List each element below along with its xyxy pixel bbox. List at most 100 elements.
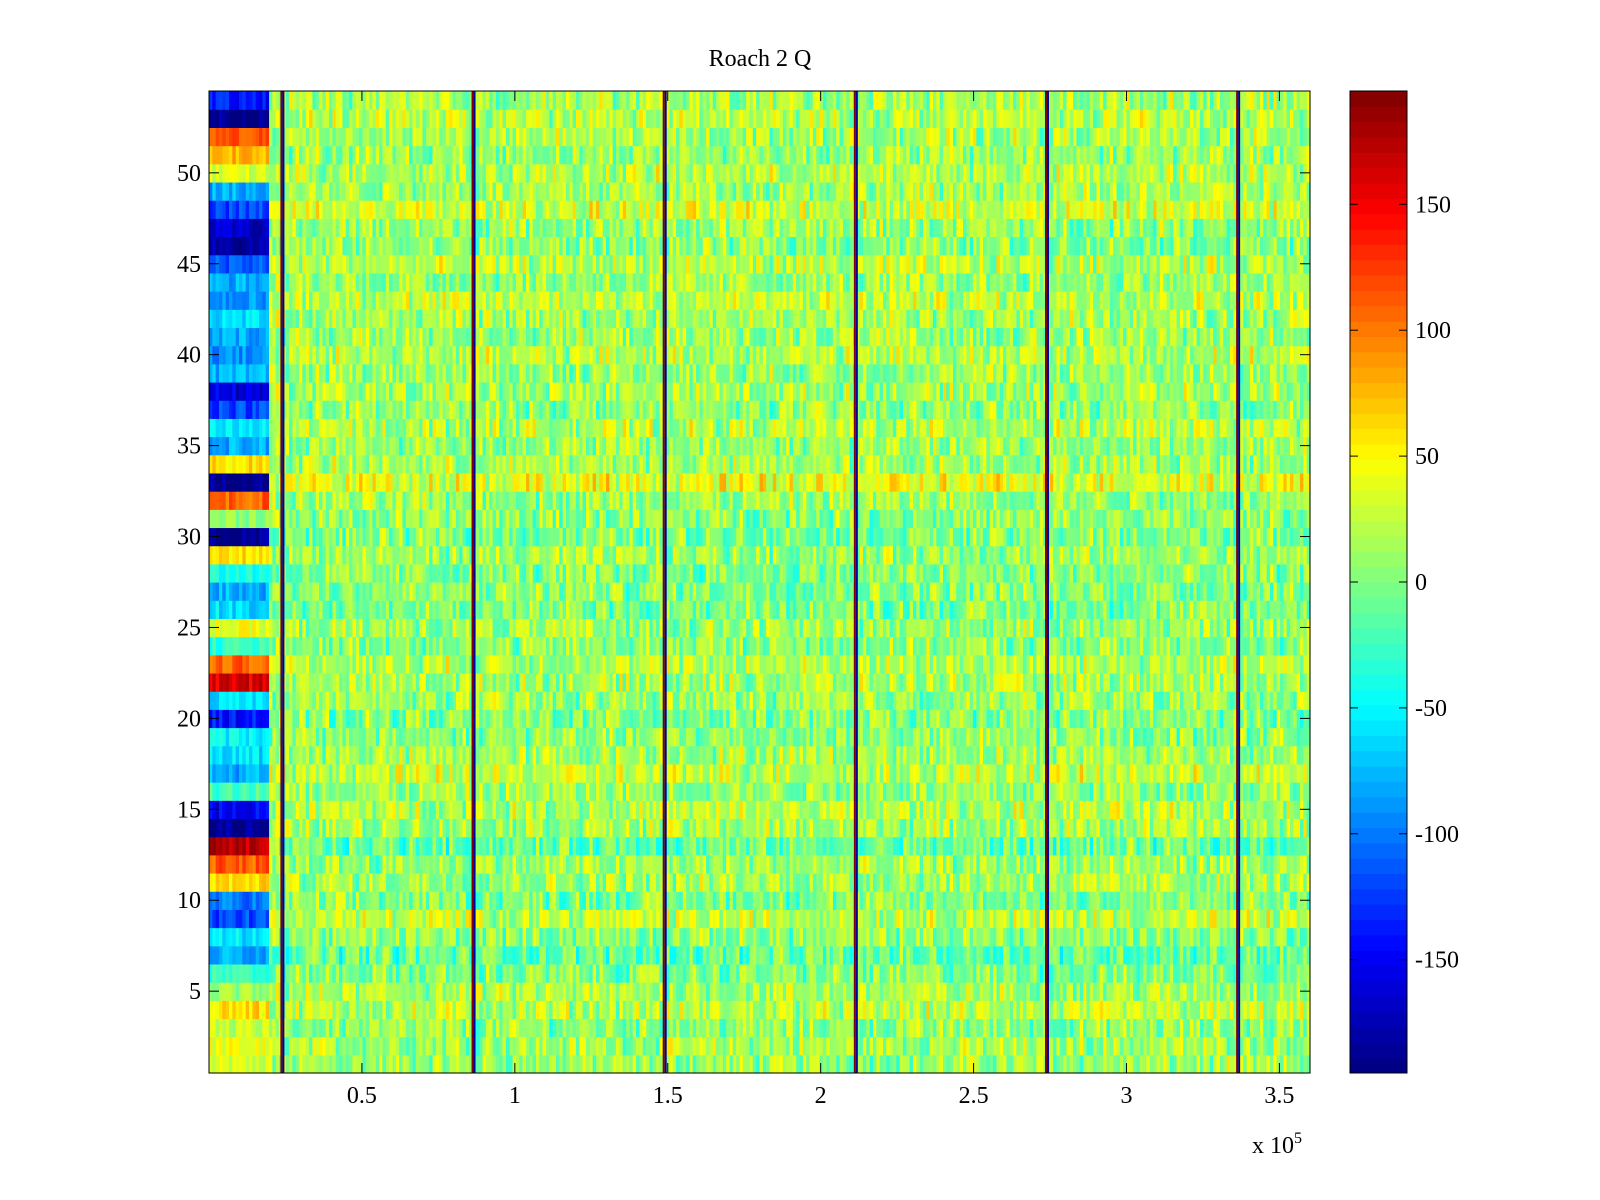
heatmap-cell	[212, 1018, 217, 1038]
heatmap-cell	[1186, 1054, 1191, 1074]
heatmap-cell	[586, 1018, 590, 1038]
heatmap-cell	[729, 1000, 734, 1020]
heatmap-cell	[979, 1000, 984, 1020]
heatmap-cell	[602, 1018, 607, 1038]
heatmap-cell	[1299, 1054, 1304, 1074]
heatmap-cell	[325, 1036, 330, 1056]
heatmap-cell	[305, 1054, 310, 1074]
heatmap-cell	[936, 1000, 941, 1020]
heatmap-cell	[419, 1036, 424, 1056]
heatmap-cell	[269, 982, 273, 1001]
heatmap-cell	[836, 1054, 841, 1074]
heatmap-cell	[345, 1054, 350, 1074]
heatmap-cell	[776, 1054, 781, 1074]
heatmap-cell	[839, 1018, 844, 1038]
heatmap-cell	[1189, 1000, 1194, 1020]
heatmap-cell	[275, 1036, 280, 1056]
heatmap-cell	[452, 1000, 457, 1020]
heatmap-cell	[739, 1036, 744, 1056]
heatmap-cell	[676, 1036, 681, 1056]
heatmap-cell	[315, 1018, 320, 1038]
heatmap-cell	[1299, 1018, 1304, 1038]
heatmap-cell	[289, 1054, 294, 1074]
heatmap-cell	[766, 1000, 771, 1020]
heatmap-cell	[1049, 1036, 1054, 1056]
heatmap-cell	[489, 1000, 494, 1020]
heatmap-cell	[1246, 1054, 1251, 1074]
heatmap-cell	[632, 1054, 637, 1074]
heatmap-cell	[1076, 1018, 1081, 1038]
heatmap-cell	[736, 1036, 741, 1056]
heatmap-cell	[642, 1018, 647, 1038]
heatmap-cell	[1123, 1000, 1128, 1020]
heatmap-cell	[596, 1054, 600, 1074]
heatmap-cell	[222, 1018, 227, 1038]
heatmap-cell	[846, 1000, 851, 1020]
heatmap-cell	[332, 1018, 337, 1038]
heatmap-cell	[465, 1036, 470, 1056]
heatmap-cell	[666, 1018, 671, 1038]
heatmap-cell	[682, 1054, 687, 1074]
heatmap-cell	[806, 1036, 811, 1056]
heatmap-cell	[886, 1054, 891, 1074]
heatmap-cell	[215, 1054, 220, 1074]
heatmap-cell	[292, 982, 297, 1001]
heatmap-cell	[1033, 1054, 1038, 1074]
heatmap-cell	[429, 1036, 434, 1056]
heatmap-cell	[239, 1000, 243, 1020]
heatmap-cell	[1083, 1036, 1088, 1056]
heatmap-cell	[766, 1036, 771, 1056]
heatmap-cell	[656, 1018, 661, 1038]
heatmap-cell	[1229, 1018, 1234, 1038]
heatmap-cell	[249, 1054, 253, 1074]
heatmap-cell	[425, 1018, 430, 1038]
heatmap-cell	[235, 982, 240, 1001]
heatmap-cell	[789, 1000, 794, 1020]
heatmap-cell	[1003, 1054, 1007, 1074]
heatmap-cell	[589, 1036, 594, 1056]
heatmap-cell	[529, 1036, 534, 1056]
heatmap-cell	[596, 1036, 600, 1056]
heatmap-cell	[462, 1036, 467, 1056]
heatmap-cell	[876, 1054, 881, 1074]
heatmap-cell	[742, 1054, 747, 1074]
heatmap-cell	[1169, 1036, 1174, 1056]
heatmap-cell	[482, 1036, 487, 1056]
heatmap-cell	[1273, 1000, 1278, 1020]
heatmap-cell	[229, 1036, 233, 1056]
heatmap-cell	[586, 1036, 590, 1056]
heatmap-cell	[646, 1018, 650, 1038]
heatmap-cell	[245, 1000, 250, 1020]
heatmap-cell	[1136, 1036, 1141, 1056]
heatmap-cell	[242, 982, 247, 1001]
heatmap-cell	[339, 1054, 344, 1074]
heatmap-cell	[1196, 1054, 1201, 1074]
heatmap-cell	[262, 1054, 267, 1074]
heatmap-cell	[245, 982, 250, 1001]
heatmap-cell	[582, 1018, 587, 1038]
heatmap-cell	[1129, 1054, 1134, 1074]
heatmap-cell	[379, 1054, 384, 1074]
heatmap-cell	[949, 1018, 954, 1038]
heatmap-cell	[1179, 1018, 1184, 1038]
heatmap-cell	[919, 1036, 924, 1056]
heatmap-cell	[889, 1036, 894, 1056]
heatmap-cell	[1056, 1018, 1061, 1038]
heatmap-cell	[1249, 1018, 1254, 1038]
heatmap-cell	[1013, 1036, 1017, 1056]
heatmap-cell	[839, 1054, 844, 1074]
heatmap-cell	[599, 1000, 604, 1020]
heatmap-cell	[509, 1036, 514, 1056]
heatmap-cell	[1066, 1054, 1071, 1074]
heatmap-cell	[459, 1018, 464, 1038]
heatmap-cell	[822, 1000, 827, 1020]
heatmap-cell	[576, 1036, 580, 1056]
heatmap-cell	[619, 1018, 624, 1038]
heatmap-cell	[1296, 1054, 1301, 1074]
heatmap-cell	[592, 1018, 597, 1038]
heatmap-cell	[515, 1036, 520, 1056]
heatmap-cell	[319, 1036, 324, 1056]
heatmap-cell	[919, 1054, 924, 1074]
heatmap-cell	[1199, 1018, 1204, 1038]
heatmap-cell	[862, 1018, 867, 1038]
